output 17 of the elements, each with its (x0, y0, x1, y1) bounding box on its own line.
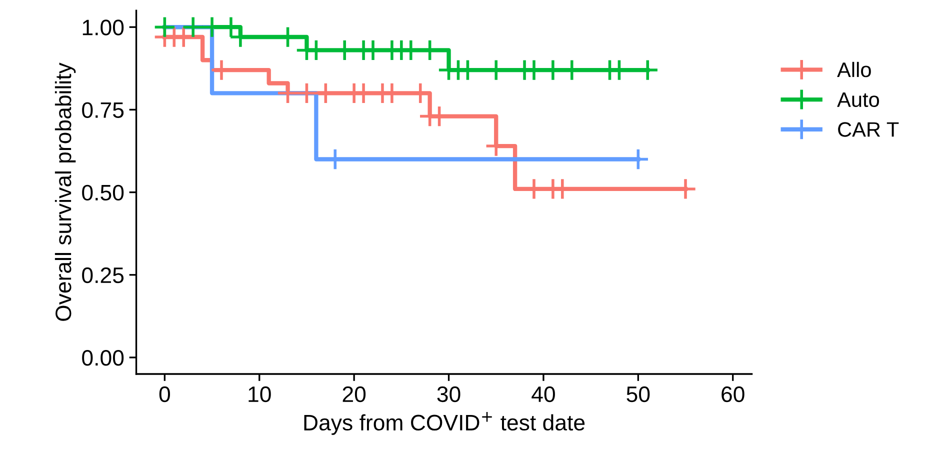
x-tick-label: 60 (722, 386, 744, 402)
x-tick-label: 30 (437, 386, 460, 402)
x-tick-label: 20 (342, 386, 366, 402)
x-tick-label: 10 (248, 386, 271, 402)
legend-label: Auto (837, 92, 880, 108)
y-tick-label: 0.25 (82, 267, 124, 284)
legend-label: Allo (837, 62, 871, 78)
x-tick-label: 50 (626, 386, 650, 402)
x-tick-label: 40 (532, 386, 555, 402)
x-axis-title: Days from COVID$^{+}$ test date (304, 412, 585, 435)
legend-label: CAR T (838, 122, 899, 137)
y-axis-title: Overall survival probability (54, 62, 76, 321)
y-tick-label: 0.50 (82, 184, 124, 201)
y-tick-label: 0.75 (82, 102, 124, 118)
y-tick-label: 1.00 (82, 20, 124, 36)
x-tick-label: 0 (159, 386, 170, 402)
y-tick-label: 0.00 (82, 350, 124, 366)
